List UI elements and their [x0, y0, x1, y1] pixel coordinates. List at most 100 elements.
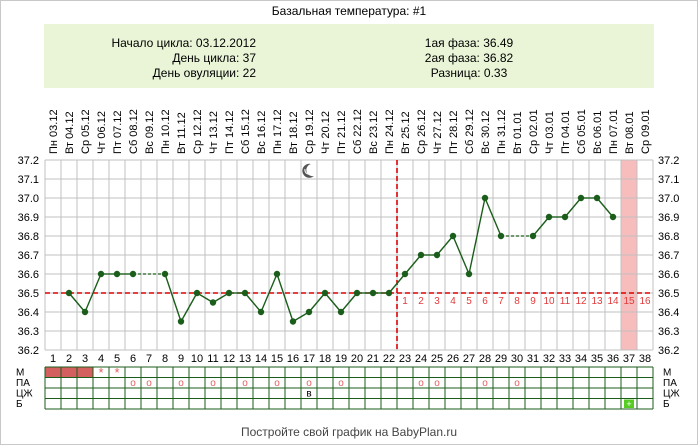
day-number: 34 — [575, 353, 587, 365]
date-label: Вс 06.01 — [592, 111, 604, 154]
date-label: Чт 27.12 — [432, 111, 444, 154]
period-mark — [61, 367, 77, 378]
date-label: Вт 25.12 — [400, 111, 412, 154]
y-tick-label-left: 37.0 — [18, 193, 39, 205]
temperature-point — [385, 289, 393, 297]
pa-mark: o — [210, 378, 216, 389]
day-number: 35 — [591, 353, 603, 365]
day-number: 6 — [130, 353, 136, 365]
footer-link[interactable]: Постройте свой график на BabyPlan.ru — [240, 425, 458, 439]
date-label: Пн 24.12 — [384, 109, 396, 154]
date-label: Чт 13.12 — [208, 111, 220, 154]
temperature-point — [97, 270, 105, 278]
temperature-point — [577, 194, 585, 202]
luteal-day-label: 8 — [514, 296, 520, 307]
date-label: Вс 09.12 — [144, 111, 156, 154]
y-tick-label-left: 37.1 — [18, 174, 39, 186]
temperature-segment — [340, 292, 358, 313]
date-label: Вт 04.12 — [64, 111, 76, 154]
luteal-day-label: 16 — [639, 296, 651, 307]
luteal-day-label: 3 — [434, 296, 440, 307]
pa-mark: o — [338, 378, 344, 389]
row-label-right: Б — [663, 399, 670, 410]
day-number: 26 — [447, 353, 459, 365]
day-number: 28 — [479, 353, 491, 365]
temperature-point — [177, 318, 185, 325]
luteal-day-label: 9 — [530, 296, 536, 307]
pa-mark: o — [178, 378, 184, 389]
day-number: 5 — [114, 353, 120, 365]
pa-mark: o — [130, 378, 136, 389]
moon-icon-highlight — [304, 168, 310, 175]
date-label: Вт 11.12 — [176, 112, 188, 154]
y-tick-label-right: 36.7 — [658, 250, 679, 262]
temperature-point — [321, 289, 329, 297]
luteal-day-label: 7 — [498, 296, 504, 307]
temperature-point — [81, 308, 89, 316]
y-tick-label-right: 37.1 — [658, 174, 679, 186]
y-tick-label-left: 36.8 — [18, 231, 39, 243]
luteal-day-label: 11 — [560, 296, 571, 307]
cycle-info-box: Начало цикла: 03.12.2012 День цикла: 37 … — [44, 24, 654, 88]
date-label: Ср 19.12 — [304, 109, 316, 154]
temperature-segment — [532, 216, 550, 237]
temperature-point — [465, 270, 473, 278]
date-label: Пн 31.12 — [496, 109, 508, 154]
b-positive-symbol: + — [626, 399, 631, 409]
day-number: 33 — [559, 353, 571, 365]
day-number: 15 — [271, 353, 283, 365]
cycle-start: Начало цикла: 03.12.2012 — [111, 36, 256, 50]
day-number: 17 — [303, 353, 315, 365]
pa-mark: o — [146, 378, 152, 389]
luteal-day-label: 12 — [575, 296, 587, 307]
period-mark — [45, 367, 61, 378]
temperature-point — [161, 270, 169, 278]
date-label: Пт 07.12 — [112, 110, 124, 154]
temperature-point — [593, 194, 601, 202]
temperature-point — [193, 289, 201, 297]
period-mark — [77, 367, 93, 378]
temperature-segment — [180, 292, 198, 322]
day-number: 1 — [50, 353, 56, 365]
luteal-day-label: 4 — [450, 296, 456, 307]
y-tick-label-left: 36.6 — [18, 269, 39, 281]
date-label: Вт 01.01 — [512, 111, 524, 154]
temperature-segment — [308, 292, 326, 313]
day-number: 36 — [607, 353, 619, 365]
row-label-right: ПА — [663, 378, 677, 389]
row-label-right: М — [663, 368, 671, 379]
date-label: Вс 16.12 — [256, 111, 268, 154]
y-tick-label-left: 36.9 — [18, 212, 39, 224]
day-number: 10 — [191, 353, 203, 365]
temperature-point — [369, 289, 377, 297]
y-tick-label-right: 37.2 — [658, 155, 679, 167]
date-label: Пт 14.12 — [224, 110, 236, 154]
temperature-point — [289, 318, 297, 325]
day-number: 30 — [511, 353, 523, 365]
pa-mark: o — [418, 378, 424, 389]
y-tick-label-right: 37.0 — [658, 193, 679, 205]
day-number: 25 — [431, 353, 443, 365]
day-number: 3 — [82, 353, 88, 365]
row-label-left: ПА — [16, 378, 30, 389]
temperature-point — [433, 251, 441, 259]
day-number: 31 — [527, 353, 539, 365]
luteal-day-label: 5 — [466, 296, 472, 307]
date-label: Вс 23.12 — [368, 111, 380, 154]
day-number: 29 — [495, 353, 507, 365]
row-label-left: ЦЖ — [16, 389, 33, 400]
day-number: 37 — [623, 353, 635, 365]
day-number: 18 — [319, 353, 331, 365]
temperature-point — [529, 232, 537, 240]
temperature-point — [417, 251, 425, 259]
temperature-point — [305, 308, 313, 316]
date-label: Чт 06.12 — [96, 111, 108, 154]
y-tick-label-right: 36.5 — [658, 288, 679, 300]
luteal-day-label: 14 — [607, 296, 619, 307]
cycle-day: День цикла: 37 — [172, 51, 256, 65]
temperature-segment — [324, 292, 342, 313]
temperature-segment — [84, 273, 102, 313]
moon-icon — [302, 163, 314, 178]
temperature-segment — [436, 235, 454, 256]
